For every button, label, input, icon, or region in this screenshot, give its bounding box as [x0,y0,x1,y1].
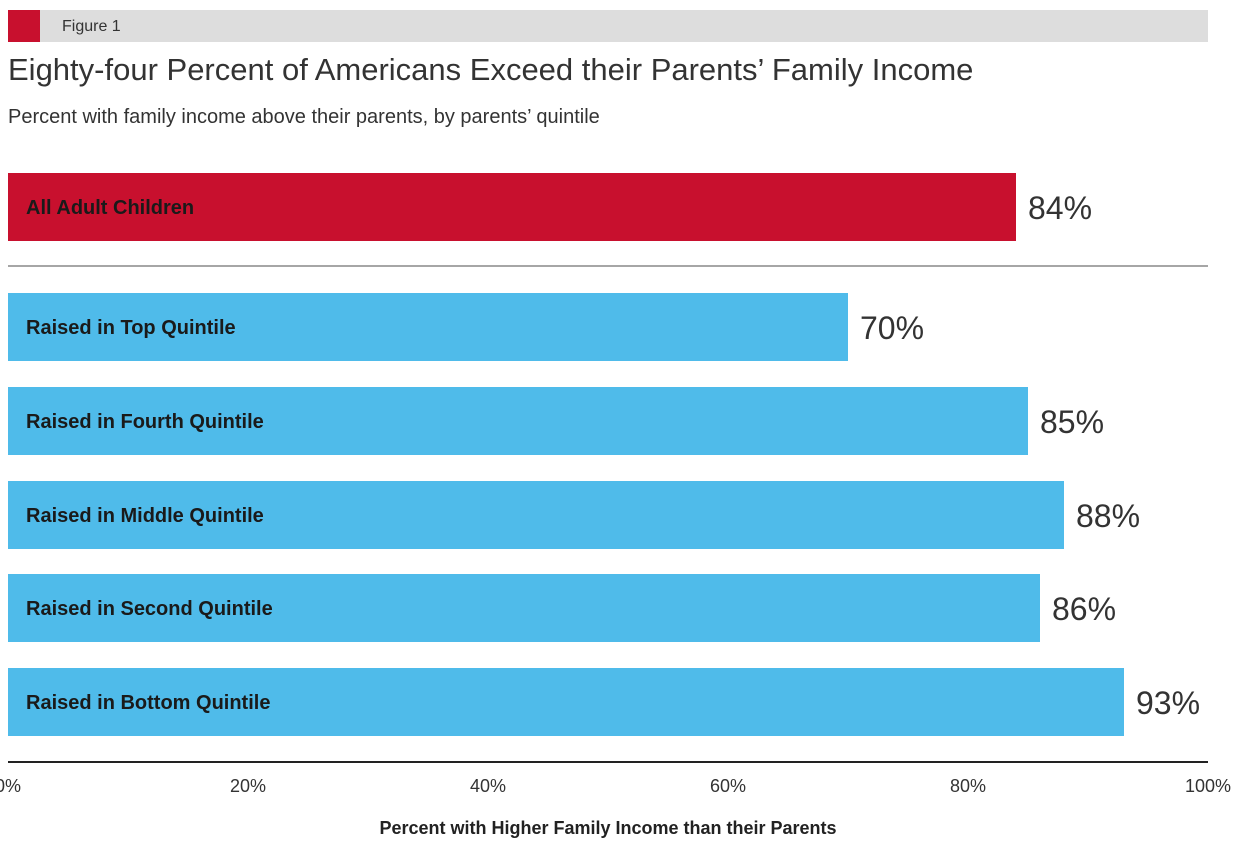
bar-value-label: 93% [1136,685,1200,721]
bar [8,173,1016,241]
chart-subtitle: Percent with family income above their p… [8,106,600,128]
figure-header-band [8,10,1208,42]
bar-category-label: Raised in Top Quintile [26,317,236,339]
chart-title: Eighty-four Percent of Americans Exceed … [8,52,974,87]
bar [8,668,1124,736]
bar-value-label: 88% [1076,498,1140,534]
x-tick-label: 80% [950,776,986,796]
bar-category-label: Raised in Fourth Quintile [26,411,264,433]
figure-label: Figure 1 [62,18,121,35]
bar [8,574,1040,642]
bar-category-label: Raised in Bottom Quintile [26,692,270,714]
bar [8,481,1064,549]
bar-category-label: Raised in Second Quintile [26,598,273,620]
bar [8,293,848,361]
bar-category-label: Raised in Middle Quintile [26,505,264,527]
bar-category-label: All Adult Children [26,197,194,219]
bar [8,387,1028,455]
bar-value-label: 86% [1052,591,1116,627]
x-tick-label: 60% [710,776,746,796]
bar-value-label: 85% [1040,404,1104,440]
figure-accent-swatch [8,10,40,42]
x-tick-label: 40% [470,776,506,796]
bar-value-label: 84% [1028,190,1092,226]
x-tick-label: 0% [0,776,21,796]
x-axis-label: Percent with Higher Family Income than t… [379,818,837,838]
x-tick-label: 100% [1185,776,1231,796]
x-tick-label: 20% [230,776,266,796]
bar-value-label: 70% [860,310,924,346]
